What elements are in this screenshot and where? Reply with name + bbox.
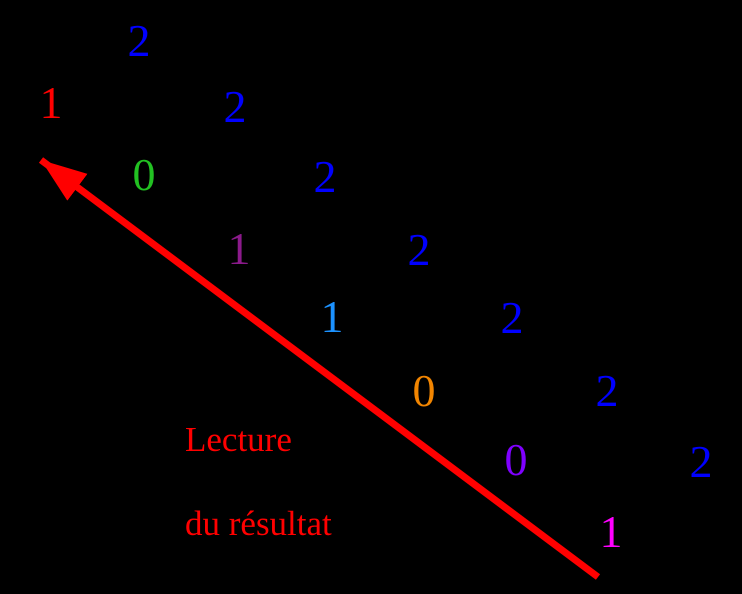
digit: 1 bbox=[599, 506, 623, 557]
arrow-label-line1: Lecture bbox=[185, 420, 292, 459]
digit: 2 bbox=[313, 151, 337, 202]
digit: 1 bbox=[227, 223, 251, 274]
digit: 2 bbox=[500, 292, 524, 343]
arrow-line bbox=[38, 157, 601, 580]
digit: 2 bbox=[127, 15, 151, 66]
digit: 2 bbox=[595, 365, 619, 416]
digit: 2 bbox=[223, 81, 247, 132]
digit: 1 bbox=[320, 291, 344, 342]
digit: 2 bbox=[689, 436, 713, 487]
digit: 1 bbox=[39, 77, 63, 128]
digit: 2 bbox=[407, 224, 431, 275]
digit: 0 bbox=[132, 149, 156, 200]
digit: 0 bbox=[412, 365, 436, 416]
digit: 0 bbox=[504, 434, 528, 485]
arrow-label-line2: du résultat bbox=[185, 504, 332, 543]
arrow-label: Lecture du résultat bbox=[150, 377, 332, 587]
